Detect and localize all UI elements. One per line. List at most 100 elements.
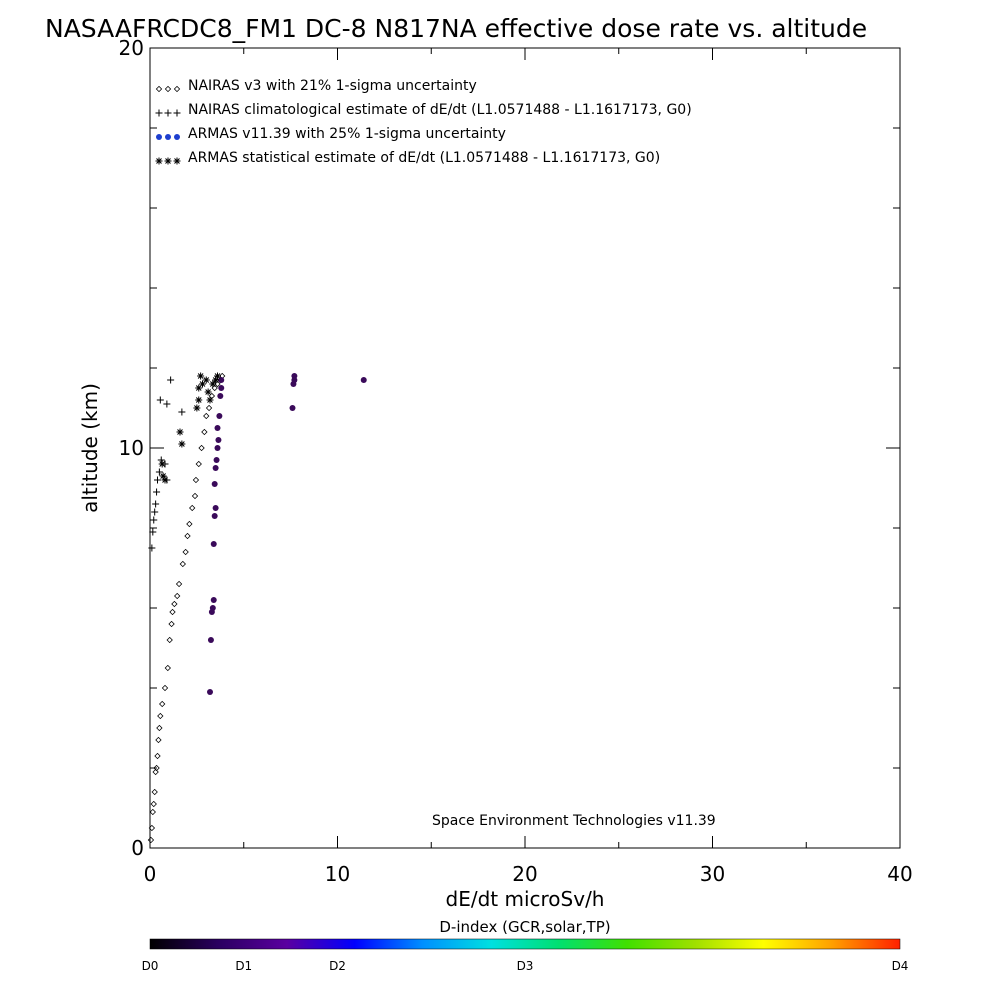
x-tick-label: 30 [700,862,725,886]
armas-point [210,541,217,547]
nairas-point [152,768,159,776]
colorbar-tick-label: D0 [142,959,159,973]
colorbar [149,938,901,950]
nairas-point [203,412,210,420]
armas-point [207,637,214,643]
plot-frame [149,47,901,849]
legend-marker [164,109,172,117]
legend-marker [155,109,163,117]
armas-stat-point [161,476,169,484]
nairas-point [168,620,175,628]
armas-stat-point [202,376,210,384]
armas-stat-point [195,384,203,392]
nairas-clim-point [157,456,165,464]
y-axis-label: altitude (km) [78,383,102,513]
nairas-point [151,788,158,796]
colorbar-tick-label: D4 [892,959,909,973]
nairas-clim-point [155,468,163,476]
legend-marker [173,85,181,93]
armas-stat-point [214,372,221,380]
armas-point [211,513,218,519]
nairas-point [169,608,176,616]
nairas-point [147,836,155,844]
nairas-clim-point [149,528,157,536]
nairas-point [189,504,196,512]
axis-ticks [149,47,901,849]
nairas-point [150,800,157,808]
legend-marker [165,134,171,140]
nairas-clim-point [178,408,186,416]
nairas-clim-point [151,508,159,516]
armas-stat-point [199,380,206,388]
nairas-point [198,444,205,452]
nairas-point [157,712,164,720]
armas-point [215,437,222,443]
nairas-clim-point [153,488,161,496]
armas-stat-point [212,376,220,384]
armas-stat-point [195,396,203,404]
nairas-point [201,428,208,436]
nairas-point [148,824,156,832]
nairas-point [192,476,200,484]
legend-marker [164,157,172,165]
nairas-clim-point [154,476,161,484]
legend: NAIRAS v3 with 21% 1-sigma uncertainty NA… [155,78,692,166]
nairas-clim-point [163,400,171,408]
armas-point [216,413,223,419]
tick-labels: 0 10 20 30 40 0 10 20 [119,36,913,886]
nairas-point [164,664,171,672]
armas-point [289,405,296,411]
armas-stat-point [178,440,186,448]
armas-stat-point [204,388,212,396]
nairas-point [184,532,191,540]
nairas-point [159,700,166,708]
data-points [147,372,367,844]
legend-marker [173,109,181,117]
armas-point [218,385,225,391]
nairas-point [174,592,181,600]
armas-stat-point [206,396,214,404]
y-tick-label: 0 [131,836,144,860]
armas-stat-point [193,404,201,412]
colorbar-tick-label: D1 [235,959,252,973]
armas-point [210,597,217,603]
x-tick-label: 10 [325,862,350,886]
colorbar-tick-label: D2 [329,959,346,973]
legend-marker [173,157,181,165]
armas-point [213,457,220,463]
y-tick-label: 10 [119,436,144,460]
armas-point [214,425,221,431]
nairas-clim-point [167,376,175,384]
nairas-point [161,684,169,692]
nairas-point [149,808,156,816]
nairas-point [179,560,186,568]
x-axis-label: dE/dt microSv/h [446,887,605,911]
armas-point [212,505,219,511]
legend-label: ARMAS v11.39 with 25% 1-sigma uncertaint… [188,126,506,142]
nairas-point [153,764,160,772]
nairas-point [191,492,199,500]
legend-label: ARMAS statistical estimate of dE/dt (L1.… [188,150,660,166]
armas-point [217,393,224,399]
nairas-point [195,460,202,468]
armas-point [209,605,216,611]
x-tick-label: 0 [144,862,157,886]
armas-stat-point [209,380,217,388]
legend-label: NAIRAS v3 with 21% 1-sigma uncertainty [188,78,477,94]
credit-label: Space Environment Technologies v11.39 [432,813,716,829]
armas-point [207,689,213,695]
armas-point [214,445,221,451]
nairas-point [182,548,189,556]
legend-marker [156,134,162,140]
y-tick-label: 20 [119,36,144,60]
nairas-clim-point [148,544,156,552]
legend-marker [174,134,180,140]
nairas-clim-point [156,396,164,404]
nairas-point [166,636,173,644]
nairas-point [171,600,178,608]
armas-stat-point [197,372,205,380]
x-tick-label: 20 [512,862,537,886]
armas-stat-point [159,472,167,480]
armas-point [212,465,219,471]
